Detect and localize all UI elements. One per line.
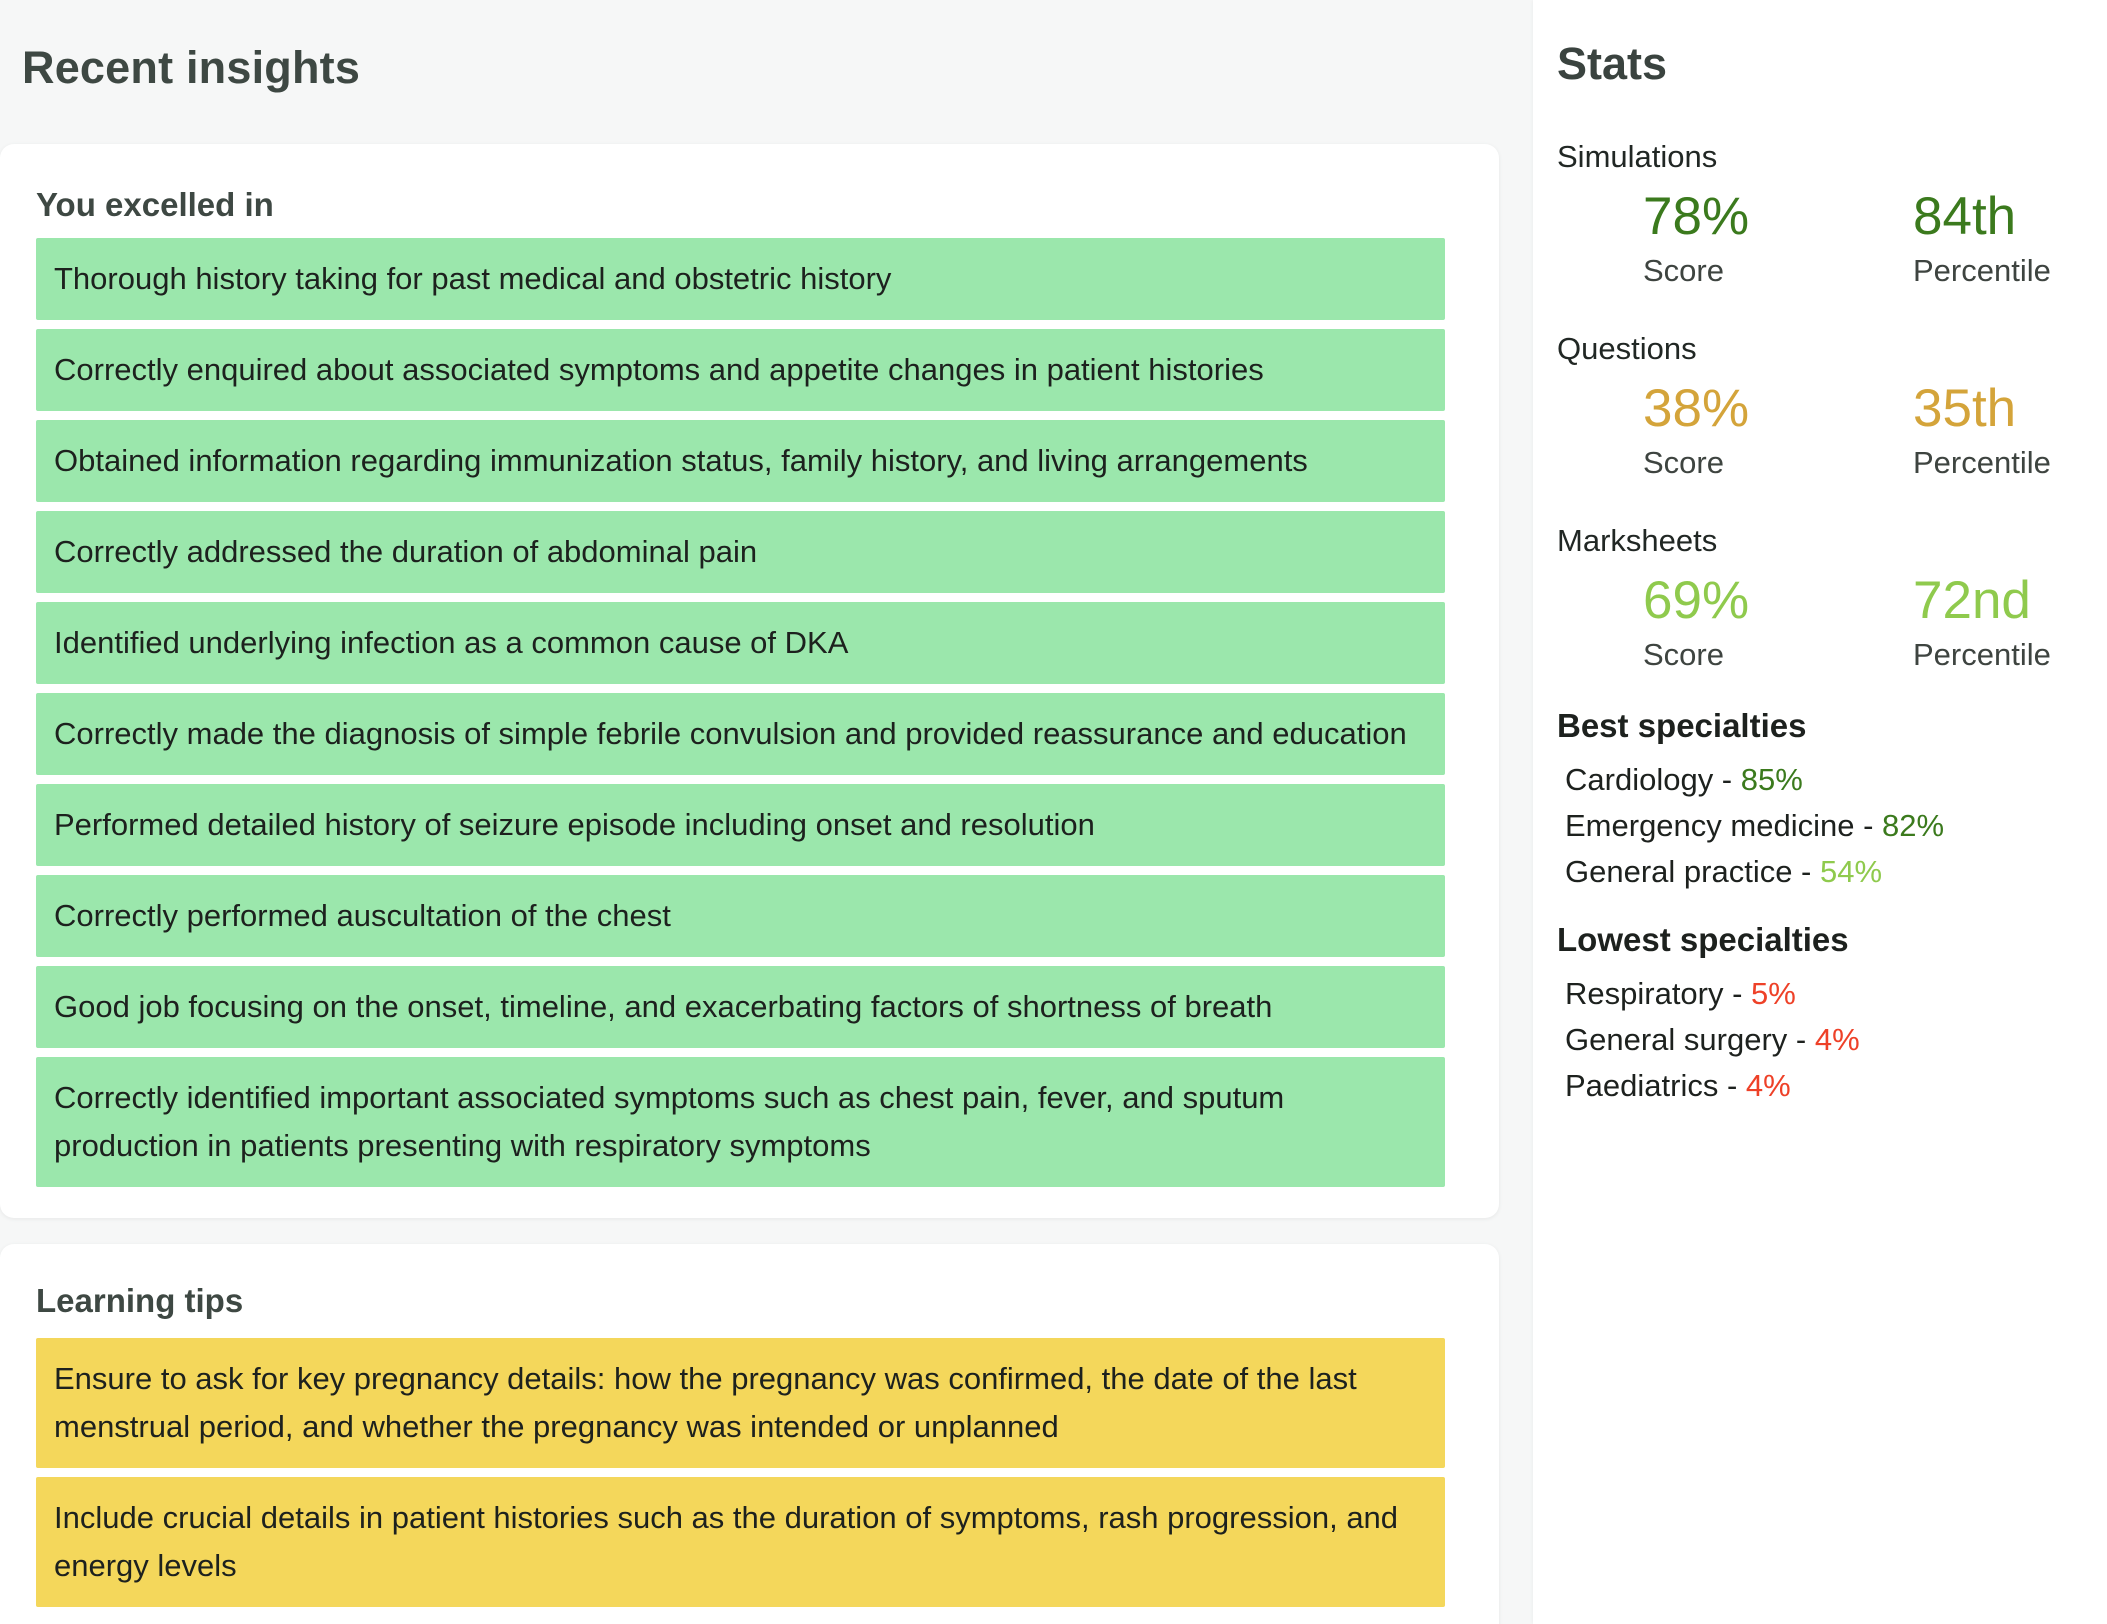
specialty-name: Cardiology - (1565, 762, 1741, 797)
specialty-value: 54% (1820, 854, 1883, 889)
stat-group-label: Marksheets (1557, 523, 1718, 558)
score-label: Score (1643, 445, 1724, 480)
specialty-name: Paediatrics - (1565, 1068, 1746, 1103)
excelled-item: Correctly performed auscultation of the … (36, 875, 1445, 957)
excelled-card: You excelled in Thorough history taking … (0, 144, 1499, 1218)
lowest-specialty-item: Respiratory - 5% (1557, 971, 2077, 1017)
excelled-item: Correctly enquired about associated symp… (36, 329, 1445, 411)
stat-cells: 78% Score 84th Percentile (1643, 185, 2077, 291)
stat-group-label: Simulations (1557, 139, 1718, 174)
learning-tips-card: Learning tips Ensure to ask for key preg… (0, 1244, 1499, 1624)
best-specialty-item: General practice - 54% (1557, 849, 2077, 895)
score-cell: 78% Score (1643, 185, 1913, 291)
excelled-item: Identified underlying infection as a com… (36, 602, 1445, 684)
excelled-item: Thorough history taking for past medical… (36, 238, 1445, 320)
stat-group-label: Questions (1557, 331, 1697, 366)
percentile-label: Percentile (1913, 637, 2051, 672)
percentile-value: 72nd (1913, 571, 2031, 630)
specialty-value: 5% (1751, 976, 1796, 1011)
score-cell: 69% Score (1643, 569, 1913, 675)
page-header: Recent insights (0, 0, 1499, 144)
percentile-label: Percentile (1913, 253, 2051, 288)
percentile-value: 35th (1913, 379, 2017, 438)
score-value: 69% (1643, 571, 1750, 630)
percentile-value: 84th (1913, 187, 2017, 246)
percentile-cell: 84th Percentile (1913, 185, 2077, 291)
percentile-cell: 35th Percentile (1913, 377, 2077, 483)
score-label: Score (1643, 637, 1724, 672)
specialty-name: General surgery - (1565, 1022, 1815, 1057)
excelled-item: Correctly addressed the duration of abdo… (36, 511, 1445, 593)
stat-group-questions: Questions 38% Score 35th Percentile (1557, 329, 2077, 483)
score-value: 78% (1643, 187, 1750, 246)
percentile-cell: 72nd Percentile (1913, 569, 2077, 675)
excelled-item: Good job focusing on the onset, timeline… (36, 966, 1445, 1048)
learning-tips-heading: Learning tips (36, 1282, 244, 1319)
best-specialties-list: Cardiology - 85% Emergency medicine - 82%… (1557, 757, 2077, 895)
excelled-item: Correctly made the diagnosis of simple f… (36, 693, 1445, 775)
stats-heading: Stats (1557, 38, 1668, 89)
learning-tips-list: Ensure to ask for key pregnancy details:… (36, 1338, 1445, 1607)
stat-cells: 69% Score 72nd Percentile (1643, 569, 2077, 675)
lowest-specialties-heading: Lowest specialties (1557, 921, 1849, 958)
lowest-specialties-list: Respiratory - 5% General surgery - 4% Paed… (1557, 971, 2077, 1109)
best-specialty-item: Cardiology - 85% (1557, 757, 2077, 803)
excelled-item: Obtained information regarding immunizat… (36, 420, 1445, 502)
best-specialty-item: Emergency medicine - 82% (1557, 803, 2077, 849)
excelled-list: Thorough history taking for past medical… (36, 238, 1445, 1187)
specialty-name: General practice - (1565, 854, 1820, 889)
specialty-value: 85% (1740, 762, 1803, 797)
score-cell: 38% Score (1643, 377, 1913, 483)
stat-group-simulations: Simulations 78% Score 84th Percentile (1557, 137, 2077, 291)
lowest-specialty-item: General surgery - 4% (1557, 1017, 2077, 1063)
learning-tip-item: Include crucial details in patient histo… (36, 1477, 1445, 1607)
specialty-value: 82% (1882, 808, 1945, 843)
lowest-specialty-item: Paediatrics - 4% (1557, 1063, 2077, 1109)
specialty-name: Emergency medicine - (1565, 808, 1883, 843)
excelled-item: Performed detailed history of seizure ep… (36, 784, 1445, 866)
stat-groups: Simulations 78% Score 84th Percentile Qu… (1557, 137, 2077, 675)
score-value: 38% (1643, 379, 1750, 438)
best-specialties-heading: Best specialties (1557, 707, 1807, 744)
page-title: Recent insights (22, 42, 361, 93)
excelled-heading: You excelled in (36, 186, 274, 223)
excelled-item: Correctly identified important associate… (36, 1057, 1445, 1187)
main-content: Recent insights You excelled in Thorough… (0, 0, 1499, 1624)
stats-sidebar: Stats Simulations 78% Score 84th Percent… (1533, 0, 2107, 1624)
specialty-value: 4% (1814, 1022, 1860, 1057)
percentile-label: Percentile (1913, 445, 2051, 480)
specialty-value: 4% (1745, 1068, 1791, 1103)
stat-group-marksheets: Marksheets 69% Score 72nd Percentile (1557, 521, 2077, 675)
learning-tip-item: Ensure to ask for key pregnancy details:… (36, 1338, 1445, 1468)
specialty-name: Respiratory - (1565, 976, 1752, 1011)
score-label: Score (1643, 253, 1724, 288)
stat-cells: 38% Score 35th Percentile (1643, 377, 2077, 483)
